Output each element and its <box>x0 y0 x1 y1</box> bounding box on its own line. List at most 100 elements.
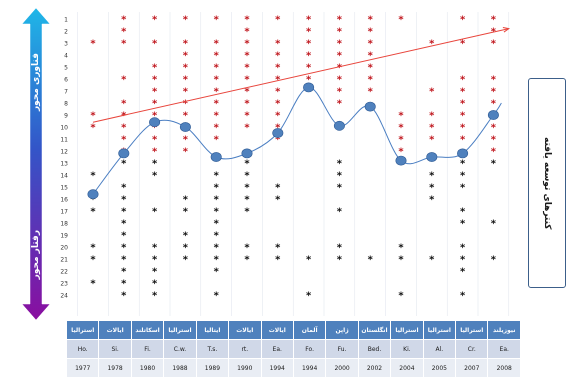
table-cell-abbr: Bed. <box>357 339 392 359</box>
black-star-mark: * <box>214 255 220 266</box>
table-cell-abbr: rt. <box>228 339 262 359</box>
red-star-mark: * <box>214 39 220 50</box>
red-star-mark: * <box>152 87 158 98</box>
table-cell-abbr: Ea. <box>260 339 294 359</box>
black-star-mark: * <box>244 183 250 194</box>
table-cell-name: استرالیا <box>390 320 424 340</box>
black-star-mark: * <box>214 219 220 230</box>
table-cell-year: 2004 <box>390 358 424 378</box>
curve-point-marker <box>487 110 499 120</box>
row-tick-label: 8 <box>64 100 68 107</box>
curve-point-marker <box>303 82 315 93</box>
table-cell-year: 1990 <box>228 358 262 378</box>
black-star-mark: * <box>214 195 220 206</box>
black-star-mark: * <box>183 255 189 266</box>
red-star-mark: * <box>121 123 127 134</box>
red-star-mark: * <box>491 75 497 86</box>
red-star-mark: * <box>491 87 497 98</box>
black-star-mark: * <box>460 267 466 278</box>
black-star-mark: * <box>244 255 250 266</box>
black-star-mark: * <box>152 171 158 182</box>
red-star-mark: * <box>183 75 189 86</box>
row-tick-label: 24 <box>60 292 68 299</box>
black-star-mark: * <box>90 207 96 218</box>
red-star-mark: * <box>306 15 312 26</box>
table-cell-abbr: Fu. <box>325 339 359 359</box>
red-star-mark: * <box>337 15 343 26</box>
black-star-mark: * <box>214 291 220 302</box>
table-cell-name: ایالات <box>98 320 132 340</box>
black-star-mark: * <box>121 183 127 194</box>
red-star-mark: * <box>368 87 374 98</box>
table-cell-year: 1977 <box>65 358 100 378</box>
table-cell-year: 1989 <box>195 358 230 378</box>
red-star-mark: * <box>491 99 497 110</box>
black-star-mark: * <box>90 243 96 254</box>
red-star-mark: * <box>183 15 189 26</box>
table-cell-year: 1994 <box>260 358 294 378</box>
red-star-mark: * <box>368 15 374 26</box>
curve-series <box>87 82 502 200</box>
table-cell-abbr: Ho. <box>65 339 100 359</box>
red-star-mark: * <box>460 111 466 122</box>
table-cell-abbr: T.s. <box>195 339 230 359</box>
black-star-mark: * <box>121 267 127 278</box>
table-row-names: استرالیا ایالات اسکاتلند استرالیا ایتالیا ایا… <box>65 320 521 340</box>
black-star-mark: * <box>491 159 497 170</box>
red-star-mark: * <box>244 39 250 50</box>
red-star-mark: * <box>214 51 220 62</box>
table-cell-year: 1988 <box>163 358 197 378</box>
red-star-mark: * <box>152 111 158 122</box>
row-tick-label: 14 <box>60 172 68 179</box>
red-star-mark: * <box>90 39 96 50</box>
red-star-mark: * <box>491 123 497 134</box>
red-star-mark: * <box>244 27 250 38</box>
red-star-mark: * <box>90 111 96 122</box>
red-star-mark: * <box>337 63 343 74</box>
table-cell-year: 2000 <box>325 358 359 378</box>
curve-point-marker <box>210 152 222 162</box>
table-cell-year: 1994 <box>292 358 327 378</box>
black-star-mark: * <box>121 231 127 242</box>
black-star-mark: * <box>275 183 281 194</box>
red-star-mark: * <box>429 39 435 50</box>
red-star-mark: * <box>429 135 435 146</box>
black-star-mark: * <box>306 255 312 266</box>
red-star-mark: * <box>275 63 281 74</box>
red-star-mark: * <box>368 39 374 50</box>
red-star-mark: * <box>491 147 497 158</box>
black-star-mark: * <box>337 255 343 266</box>
black-star-mark: * <box>337 207 343 218</box>
red-star-mark: * <box>491 15 497 26</box>
red-star-mark: * <box>152 135 158 146</box>
red-star-mark: * <box>306 39 312 50</box>
column-dividers <box>77 12 510 316</box>
black-star-mark: * <box>368 255 374 266</box>
black-star-mark: * <box>152 291 158 302</box>
row-tick-label: 10 <box>60 124 68 131</box>
black-star-mark: * <box>429 195 435 206</box>
black-star-mark: * <box>90 255 96 266</box>
black-star-mark: * <box>183 231 189 242</box>
red-star-mark: * <box>183 147 189 158</box>
table-cell-abbr: C.w. <box>163 339 197 359</box>
table-cell-name: آلمان <box>292 320 327 340</box>
table-cell-abbr: Al. <box>422 339 457 359</box>
side-label-box: کنترهای توسعه یافته <box>528 78 566 288</box>
curve-point-marker <box>179 122 191 132</box>
table-cell-name: اسکاتلند <box>130 320 165 340</box>
black-star-mark: * <box>90 195 96 206</box>
arrow-bottom-label: رفتار محور <box>31 230 41 280</box>
black-star-mark: * <box>491 219 497 230</box>
red-star-mark: * <box>429 111 435 122</box>
red-star-mark: * <box>429 123 435 134</box>
black-star-mark: * <box>214 231 220 242</box>
black-star-mark: * <box>214 267 220 278</box>
red-star-mark: * <box>244 63 250 74</box>
black-star-mark: * <box>244 207 250 218</box>
table-cell-abbr: Si. <box>98 339 132 359</box>
row-tick-label: 16 <box>60 196 68 203</box>
row-tick-label: 4 <box>64 52 68 59</box>
table-cell-name: ایالات <box>228 320 262 340</box>
